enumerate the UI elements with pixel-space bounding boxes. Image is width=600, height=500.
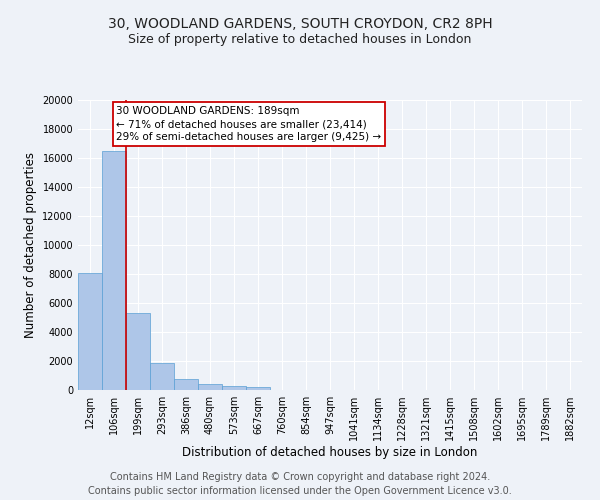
Text: 30, WOODLAND GARDENS, SOUTH CROYDON, CR2 8PH: 30, WOODLAND GARDENS, SOUTH CROYDON, CR2… xyxy=(107,18,493,32)
Bar xyxy=(222,386,246,390)
Bar xyxy=(102,151,126,390)
Bar xyxy=(246,386,270,390)
Text: 30 WOODLAND GARDENS: 189sqm
← 71% of detached houses are smaller (23,414)
29% of: 30 WOODLAND GARDENS: 189sqm ← 71% of det… xyxy=(116,106,382,142)
Bar xyxy=(150,363,174,390)
Y-axis label: Number of detached properties: Number of detached properties xyxy=(24,152,37,338)
Bar xyxy=(198,384,222,390)
Bar xyxy=(78,272,102,390)
X-axis label: Distribution of detached houses by size in London: Distribution of detached houses by size … xyxy=(182,446,478,459)
Bar xyxy=(174,379,198,390)
Bar xyxy=(126,313,150,390)
Text: Contains public sector information licensed under the Open Government Licence v3: Contains public sector information licen… xyxy=(88,486,512,496)
Text: Size of property relative to detached houses in London: Size of property relative to detached ho… xyxy=(128,32,472,46)
Text: Contains HM Land Registry data © Crown copyright and database right 2024.: Contains HM Land Registry data © Crown c… xyxy=(110,472,490,482)
